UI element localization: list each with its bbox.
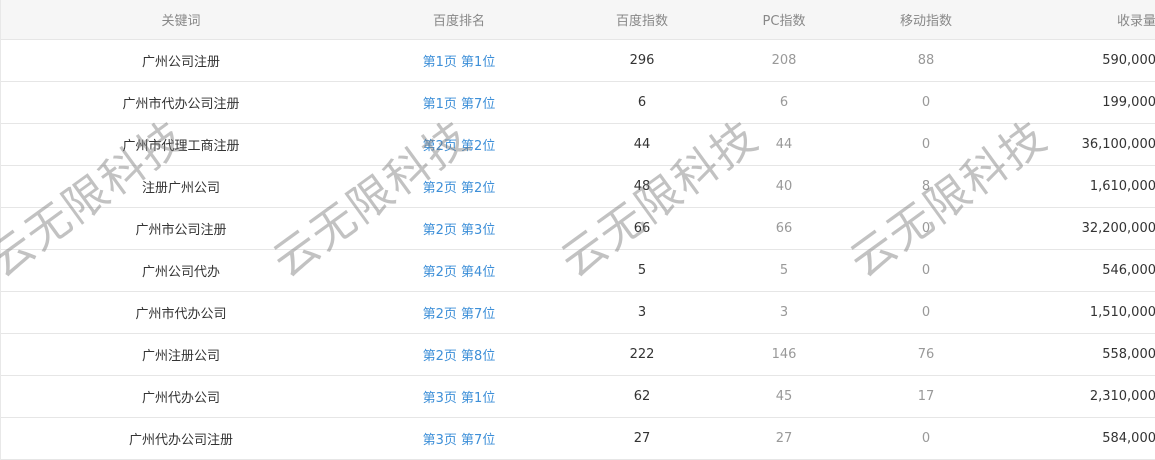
pc-index-cell: 66 <box>775 221 793 236</box>
rank-link[interactable]: 第3页 第1位 <box>422 391 496 406</box>
mobile-index-cell: 76 <box>917 347 935 362</box>
baidu-index-cell: 296 <box>629 53 655 68</box>
mobile-index-cell: 88 <box>917 53 935 68</box>
pc-index-cell: 6 <box>779 95 789 110</box>
keyword-cell: 广州市代办公司 <box>135 307 227 322</box>
header-indexed-count: 收录量 <box>1116 14 1155 29</box>
keyword-cell: 广州市代办公司注册 <box>122 97 240 112</box>
table-row: 广州代办公司 第3页 第1位 62 45 17 2,310,000 <box>1 376 1155 418</box>
keyword-cell: 广州注册公司 <box>141 349 220 364</box>
table-row: 广州市代办公司注册 第1页 第7位 6 6 0 199,000 <box>1 82 1155 124</box>
table-row: 注册广州公司 第2页 第2位 48 40 8 1,610,000 <box>1 166 1155 208</box>
baidu-index-cell: 222 <box>629 347 655 362</box>
keyword-cell: 广州市代理工商注册 <box>122 139 240 154</box>
pc-index-cell: 5 <box>779 263 789 278</box>
header-keyword: 关键词 <box>161 14 201 29</box>
keyword-cell: 注册广州公司 <box>141 181 220 196</box>
pc-index-cell: 3 <box>779 305 789 320</box>
indexed-count-cell: 584,000 <box>1102 431 1155 446</box>
table-row: 广州公司代办 第2页 第4位 5 5 0 546,000 <box>1 250 1155 292</box>
table-row: 广州市代理工商注册 第2页 第2位 44 44 0 36,100,000 <box>1 124 1155 166</box>
header-baidu-index: 百度指数 <box>615 14 668 29</box>
mobile-index-cell: 0 <box>921 95 931 110</box>
table-row: 广州市代办公司 第2页 第7位 3 3 0 1,510,000 <box>1 292 1155 334</box>
rank-link[interactable]: 第2页 第3位 <box>422 223 496 238</box>
indexed-count-cell: 199,000 <box>1102 95 1155 110</box>
baidu-index-cell: 27 <box>633 431 651 446</box>
indexed-count-cell: 32,200,000 <box>1081 221 1155 236</box>
keyword-cell: 广州公司代办 <box>141 265 220 280</box>
keyword-cell: 广州公司注册 <box>141 55 220 70</box>
pc-index-cell: 146 <box>771 347 797 362</box>
mobile-index-cell: 0 <box>921 137 931 152</box>
indexed-count-cell: 36,100,000 <box>1081 137 1155 152</box>
indexed-count-cell: 1,510,000 <box>1089 305 1155 320</box>
baidu-index-cell: 62 <box>633 389 651 404</box>
mobile-index-cell: 0 <box>921 305 931 320</box>
rank-link[interactable]: 第2页 第4位 <box>422 265 496 280</box>
header-baidu-rank: 百度排名 <box>432 14 485 29</box>
rank-link[interactable]: 第2页 第8位 <box>422 349 496 364</box>
mobile-index-cell: 17 <box>917 389 935 404</box>
keyword-cell: 广州代办公司注册 <box>128 433 233 448</box>
mobile-index-cell: 0 <box>921 263 931 278</box>
baidu-index-cell: 44 <box>633 137 651 152</box>
baidu-index-cell: 48 <box>633 179 651 194</box>
baidu-index-cell: 6 <box>637 95 647 110</box>
keyword-cell: 广州市公司注册 <box>135 223 227 238</box>
pc-index-cell: 44 <box>775 137 793 152</box>
indexed-count-cell: 590,000 <box>1102 53 1155 68</box>
indexed-count-cell: 558,000 <box>1102 347 1155 362</box>
pc-index-cell: 45 <box>775 389 793 404</box>
pc-index-cell: 27 <box>775 431 793 446</box>
indexed-count-cell: 1,610,000 <box>1089 179 1155 194</box>
pc-index-cell: 40 <box>775 179 793 194</box>
baidu-index-cell: 3 <box>637 305 647 320</box>
mobile-index-cell: 8 <box>921 179 931 194</box>
rank-link[interactable]: 第1页 第7位 <box>422 97 496 112</box>
mobile-index-cell: 0 <box>921 431 931 446</box>
baidu-index-cell: 66 <box>633 221 651 236</box>
indexed-count-cell: 2,310,000 <box>1089 389 1155 404</box>
table-row: 广州市公司注册 第2页 第3位 66 66 0 32,200,000 <box>1 208 1155 250</box>
indexed-count-cell: 546,000 <box>1102 263 1155 278</box>
rank-link[interactable]: 第3页 第7位 <box>422 433 496 448</box>
table-row: 广州注册公司 第2页 第8位 222 146 76 558,000 <box>1 334 1155 376</box>
table-row: 广州代办公司注册 第3页 第7位 27 27 0 584,000 <box>1 418 1155 460</box>
keyword-cell: 广州代办公司 <box>141 391 220 406</box>
rank-link[interactable]: 第2页 第2位 <box>422 181 496 196</box>
mobile-index-cell: 0 <box>921 221 931 236</box>
header-mobile-index: 移动指数 <box>899 14 952 29</box>
rank-link[interactable]: 第2页 第7位 <box>422 307 496 322</box>
rank-link[interactable]: 第2页 第2位 <box>422 139 496 154</box>
table-header: 关键词 百度排名 百度指数 PC指数 移动指数 收录量 <box>1 0 1155 40</box>
table-row: 广州公司注册 第1页 第1位 296 208 88 590,000 <box>1 40 1155 82</box>
baidu-index-cell: 5 <box>637 263 647 278</box>
pc-index-cell: 208 <box>771 53 797 68</box>
header-pc-index: PC指数 <box>762 14 806 29</box>
rank-link[interactable]: 第1页 第1位 <box>422 55 496 70</box>
